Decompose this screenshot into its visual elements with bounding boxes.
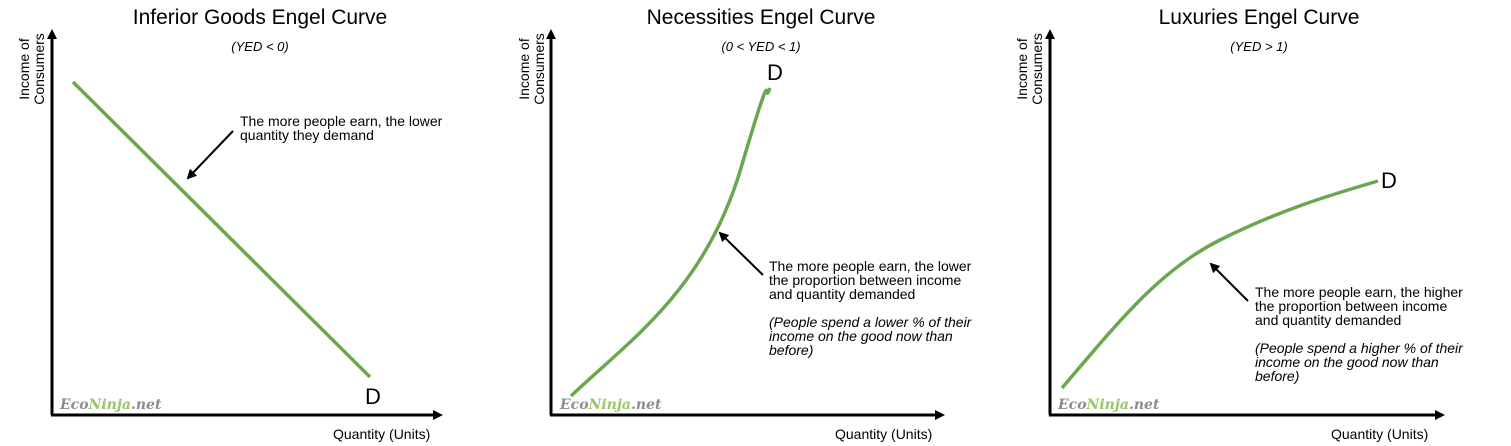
chart-title: Necessities Engel Curve [646,6,876,29]
chart-title: Inferior Goods Engel Curve [132,6,388,29]
watermark-logo: EcoNinja.net [1058,397,1160,413]
y-axis-label: Income of Consumers [516,33,547,105]
annotation-text: The more people earn, the higher the pro… [1255,284,1463,328]
annotation-italic-text: (People spend a higher % of their income… [1255,340,1463,384]
curve-label: D [1381,168,1397,193]
curve-label: D [365,384,381,409]
chart-subtitle: (0 < YED < 1) [721,39,801,54]
watermark-logo: EcoNinja.net [60,397,162,413]
necessities-panel: Necessities Engel Curve (0 < YED < 1) In… [500,0,1000,446]
chart-subtitle: (YED > 1) [1230,39,1288,54]
chart-title: Luxuries Engel Curve [1158,6,1360,29]
watermark-logo: EcoNinja.net [560,397,662,413]
curve-label: D [767,60,783,85]
demand-curve [71,80,372,379]
x-axis-label: Quantity (Units) [333,426,431,442]
y-axis-label: Income of Consumers [1014,33,1045,105]
demand-curve [1060,179,1379,390]
x-axis-label: Quantity (Units) [835,426,933,442]
luxuries-plot [1045,29,1445,420]
demand-curve [569,87,772,398]
luxuries-panel: Luxuries Engel Curve (YED > 1) Income of… [1000,0,1511,446]
annotation-text: The more people earn, the lower the prop… [769,258,972,302]
inferior-goods-plot [47,29,443,420]
annotation-arrow [1209,262,1249,302]
annotation-italic-text: (People spend a lower % of their income … [769,314,972,358]
chart-subtitle: (YED < 0) [231,39,289,54]
annotation-arrow [718,231,764,276]
inferior-goods-panel: Inferior Goods Engel Curve (YED < 0) Inc… [0,0,500,446]
y-axis-label: Income of Consumers [16,33,47,105]
necessities-plot [546,29,945,420]
x-axis-label: Quantity (Units) [1331,426,1429,442]
annotation-text: The more people earn, the lower quantity… [240,113,443,143]
annotation-arrow [186,130,234,180]
